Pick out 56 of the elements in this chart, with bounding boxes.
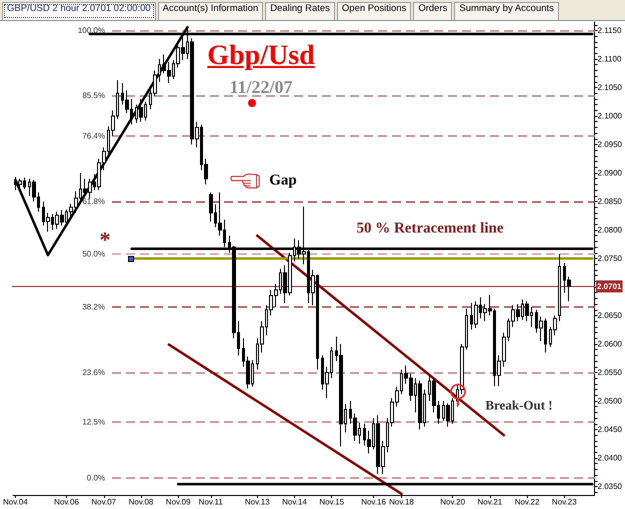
- x-tick-label: Nov.07: [91, 498, 117, 506]
- annotation: 50 % Retracement line: [356, 220, 504, 236]
- candlestick: [139, 98, 143, 122]
- ref-line-label: 61.8%: [82, 196, 105, 206]
- candlestick: [474, 300, 478, 329]
- y-tick-label: 2.0950: [598, 140, 623, 150]
- annotation: Break-Out !: [485, 398, 553, 412]
- y-tick-label: 2.0800: [598, 226, 623, 235]
- tab: Dealing Rates: [265, 2, 335, 20]
- y-tick-label: 2.1150: [598, 26, 622, 36]
- tab: Account(s) Information: [158, 2, 264, 20]
- text: Gbp/Usd: [207, 40, 315, 71]
- tab: Summary by Accounts: [454, 2, 559, 20]
- ref-line-label: 23.6%: [82, 368, 105, 377]
- annotation: *: [100, 227, 110, 252]
- ref-line-label: 2.0701: [597, 282, 622, 291]
- x-tick-label: Nov.20: [440, 498, 466, 506]
- x-tick-label: Nov.16: [361, 498, 386, 506]
- x-tick-label: Nov.22: [514, 498, 540, 506]
- ref-line-label: 100.0%: [78, 26, 105, 35]
- y-tick-label: 2.0500: [598, 396, 623, 406]
- x-tick-label: Nov.09: [166, 498, 192, 506]
- y-tick-label: 2.0400: [598, 453, 623, 462]
- y-tick-label: 2.0750: [598, 254, 623, 263]
- y-tick-label: 2.0350: [598, 482, 623, 491]
- ref-line-label: 50.0%: [82, 250, 105, 259]
- ref-line-label: 0.0%: [86, 473, 105, 482]
- y-tick-label: 2.1050: [598, 83, 623, 92]
- y-tick-label: 2.0550: [598, 368, 623, 377]
- ref-line-label: 38.2%: [82, 302, 105, 312]
- candlestick: [558, 253, 561, 322]
- text: 11/22/07: [229, 77, 293, 97]
- candlestick: [418, 380, 422, 430]
- ref-line-label: 12.5%: [82, 418, 105, 427]
- tab: Open Positions: [336, 2, 412, 20]
- y-tick-label: 2.1100: [598, 54, 622, 64]
- y-tick-label: 2.0900: [598, 168, 623, 178]
- annotation: Gap: [269, 172, 297, 188]
- y-tick-label: 2.0600: [598, 339, 623, 348]
- x-tick-label: Nov.23: [552, 498, 578, 506]
- y-tick-label: 2.0650: [598, 310, 623, 320]
- y-tick-label: 2.1000: [598, 112, 623, 121]
- x-tick-label: Nov.06: [54, 498, 80, 506]
- x-tick-label: Nov.08: [128, 498, 154, 506]
- x-tick-label: Nov.18: [389, 498, 414, 506]
- ref-line-label: 85.5%: [82, 90, 105, 100]
- tab: Orders: [413, 2, 452, 20]
- y-tick-label: 2.0850: [598, 197, 623, 206]
- x-tick-label: Nov.15: [319, 498, 345, 506]
- x-tick-label: Nov.13: [244, 498, 270, 506]
- x-tick-label: Nov.04: [2, 498, 28, 506]
- y-tick-label: 2.0450: [598, 424, 623, 434]
- x-tick-label: Nov.11: [198, 498, 224, 506]
- ref-line-label: 76.4%: [82, 132, 105, 141]
- x-tick-label: Nov.21: [477, 498, 503, 506]
- x-tick-label: Nov.14: [282, 498, 308, 506]
